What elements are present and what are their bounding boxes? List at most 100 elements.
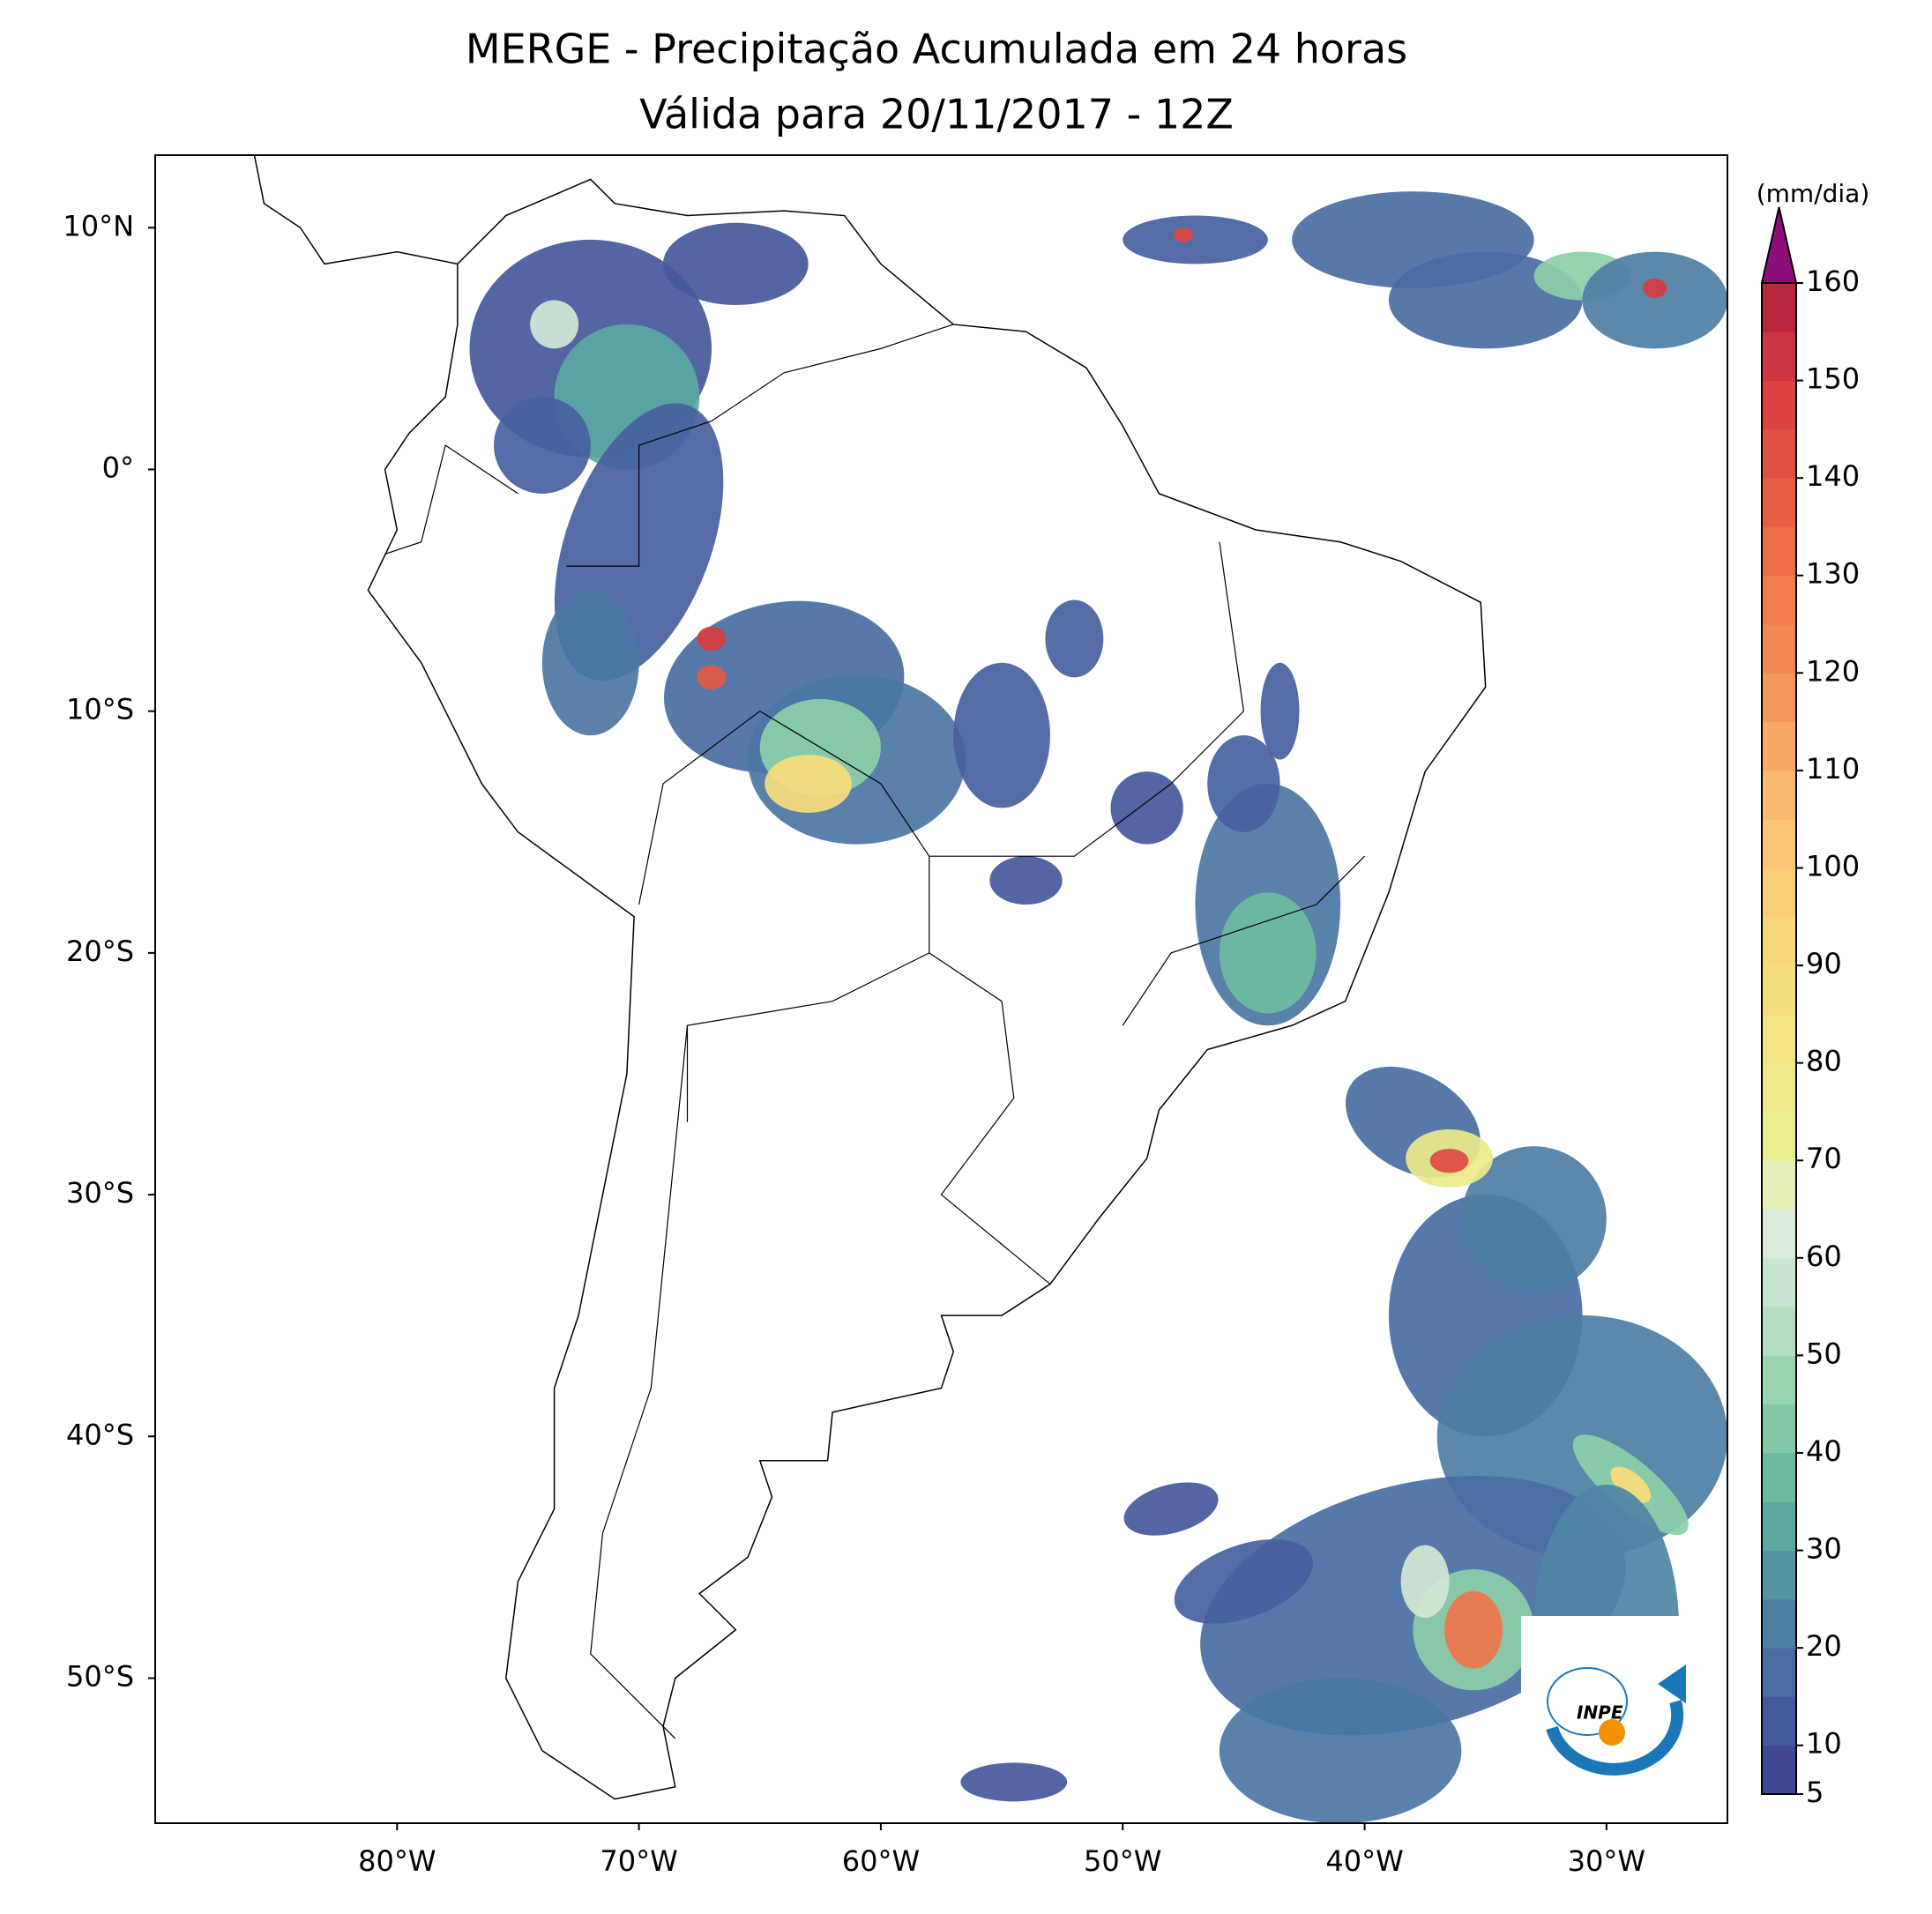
- colorbar-band: [1762, 1452, 1796, 1502]
- x-tick-label: 50°W: [1084, 1844, 1161, 1878]
- colorbar-band: [1762, 283, 1796, 332]
- colorbar-band: [1762, 575, 1796, 625]
- colorbar-tick-label: 20: [1806, 1629, 1842, 1663]
- colorbar-band: [1762, 526, 1796, 577]
- precip-area: [1260, 662, 1300, 760]
- colorbar-band: [1762, 1745, 1796, 1795]
- colorbar-band: [1762, 770, 1796, 820]
- colorbar-band: [1762, 1648, 1796, 1697]
- precip-area: [1642, 278, 1667, 298]
- colorbar-band: [1762, 1696, 1796, 1746]
- colorbar-tick-label: 40: [1806, 1434, 1842, 1468]
- logo: INPE: [1521, 1616, 1709, 1799]
- colorbar-frame: [1761, 282, 1797, 1795]
- precip-area: [1123, 215, 1268, 264]
- precip-area: [697, 626, 727, 652]
- colorbar-band: [1762, 1404, 1796, 1454]
- x-tick-label: 60°W: [842, 1844, 920, 1878]
- colorbar-band: [1762, 624, 1796, 674]
- precip-area: [1461, 1146, 1607, 1292]
- y-tick-label: 10°S: [66, 693, 134, 726]
- colorbar-tick-label: 120: [1806, 654, 1860, 688]
- colorbar-band: [1762, 1014, 1796, 1064]
- colorbar-band: [1762, 1307, 1796, 1356]
- map-frame: [154, 154, 1728, 1824]
- colorbar-tick-label: 130: [1806, 557, 1860, 591]
- colorbar-band: [1762, 331, 1796, 382]
- coastline: [253, 155, 1487, 1800]
- colorbar-tick-label: 30: [1806, 1532, 1842, 1566]
- precip-area: [1110, 771, 1183, 845]
- x-tick-label: 30°W: [1568, 1844, 1645, 1878]
- precip-area: [1429, 1148, 1469, 1173]
- colorbar-label: (mm/dia): [1757, 179, 1870, 208]
- precip-area: [1582, 251, 1727, 349]
- colorbar-band: [1762, 1550, 1796, 1600]
- border: [1122, 855, 1365, 1026]
- border: [566, 324, 954, 567]
- precip-area: [1444, 1590, 1503, 1669]
- border: [929, 952, 1051, 1285]
- colorbar-tick-label: 150: [1806, 362, 1860, 396]
- precip-area: [765, 754, 853, 813]
- border: [590, 1025, 689, 1739]
- y-tick-label: 30°S: [66, 1176, 134, 1210]
- precip-area: [1045, 600, 1104, 678]
- colorbar-band: [1762, 1501, 1796, 1552]
- colorbar-tick-label: 50: [1806, 1337, 1842, 1370]
- y-tick-label: 20°S: [66, 935, 134, 968]
- precip-area: [1174, 1538, 1314, 1624]
- colorbar-tick-label: 110: [1806, 752, 1860, 786]
- colorbar-band: [1762, 428, 1796, 479]
- precip-area: [1207, 735, 1280, 832]
- colorbar-tick-label: 5: [1806, 1776, 1824, 1809]
- colorbar-band: [1762, 1111, 1796, 1161]
- colorbar-tick-label: 140: [1806, 459, 1860, 493]
- colorbar-band: [1762, 1160, 1796, 1210]
- precip-area: [989, 856, 1063, 905]
- border: [384, 444, 518, 555]
- x-tick-label: 70°W: [600, 1844, 677, 1878]
- precip-area: [960, 1762, 1068, 1802]
- colorbar-band: [1762, 478, 1796, 527]
- precip-area: [662, 222, 809, 306]
- colorbar-extend: [1760, 206, 1798, 284]
- y-tick-label: 10°N: [63, 209, 134, 242]
- x-tick-label: 80°W: [358, 1844, 436, 1878]
- colorbar-band: [1762, 673, 1796, 723]
- subtitle: Válida para 20/11/2017 - 12Z: [639, 91, 1234, 138]
- colorbar-band: [1762, 380, 1796, 430]
- precip-area: [1123, 1482, 1219, 1536]
- precip-area: [697, 665, 727, 690]
- colorbar-band: [1762, 819, 1796, 868]
- colorbar-tick-label: 60: [1806, 1240, 1842, 1273]
- precip-area: [541, 590, 639, 736]
- colorbar-band: [1762, 868, 1796, 918]
- title: MERGE - Precipitação Acumulada em 24 hor…: [466, 26, 1407, 73]
- precip-area: [493, 397, 591, 494]
- border: [929, 541, 1245, 857]
- logo-text: INPE: [1577, 1702, 1623, 1724]
- colorbar-band: [1762, 1355, 1796, 1405]
- y-tick-label: 0°: [102, 451, 134, 484]
- colorbar-tick-label: 70: [1806, 1142, 1842, 1175]
- border: [638, 710, 930, 1122]
- colorbar-tick-label: 160: [1806, 264, 1860, 298]
- precip-area: [1219, 892, 1317, 1014]
- colorbar-band: [1762, 1062, 1796, 1113]
- precip-area: [1400, 1545, 1450, 1618]
- precip-area: [1173, 227, 1193, 242]
- colorbar-tick-label: 80: [1806, 1045, 1842, 1078]
- colorbar-band: [1762, 916, 1796, 966]
- colorbar-tick-label: 10: [1806, 1727, 1842, 1761]
- colorbar-band: [1762, 1598, 1796, 1649]
- precip-area: [953, 662, 1050, 808]
- y-tick-label: 50°S: [66, 1659, 134, 1693]
- colorbar-tick-label: 100: [1806, 849, 1860, 883]
- x-tick-label: 40°W: [1325, 1844, 1403, 1878]
- precip-area: [530, 300, 579, 349]
- colorbar-band: [1762, 1209, 1796, 1259]
- y-tick-label: 40°S: [66, 1418, 134, 1451]
- colorbar-band: [1762, 1257, 1796, 1307]
